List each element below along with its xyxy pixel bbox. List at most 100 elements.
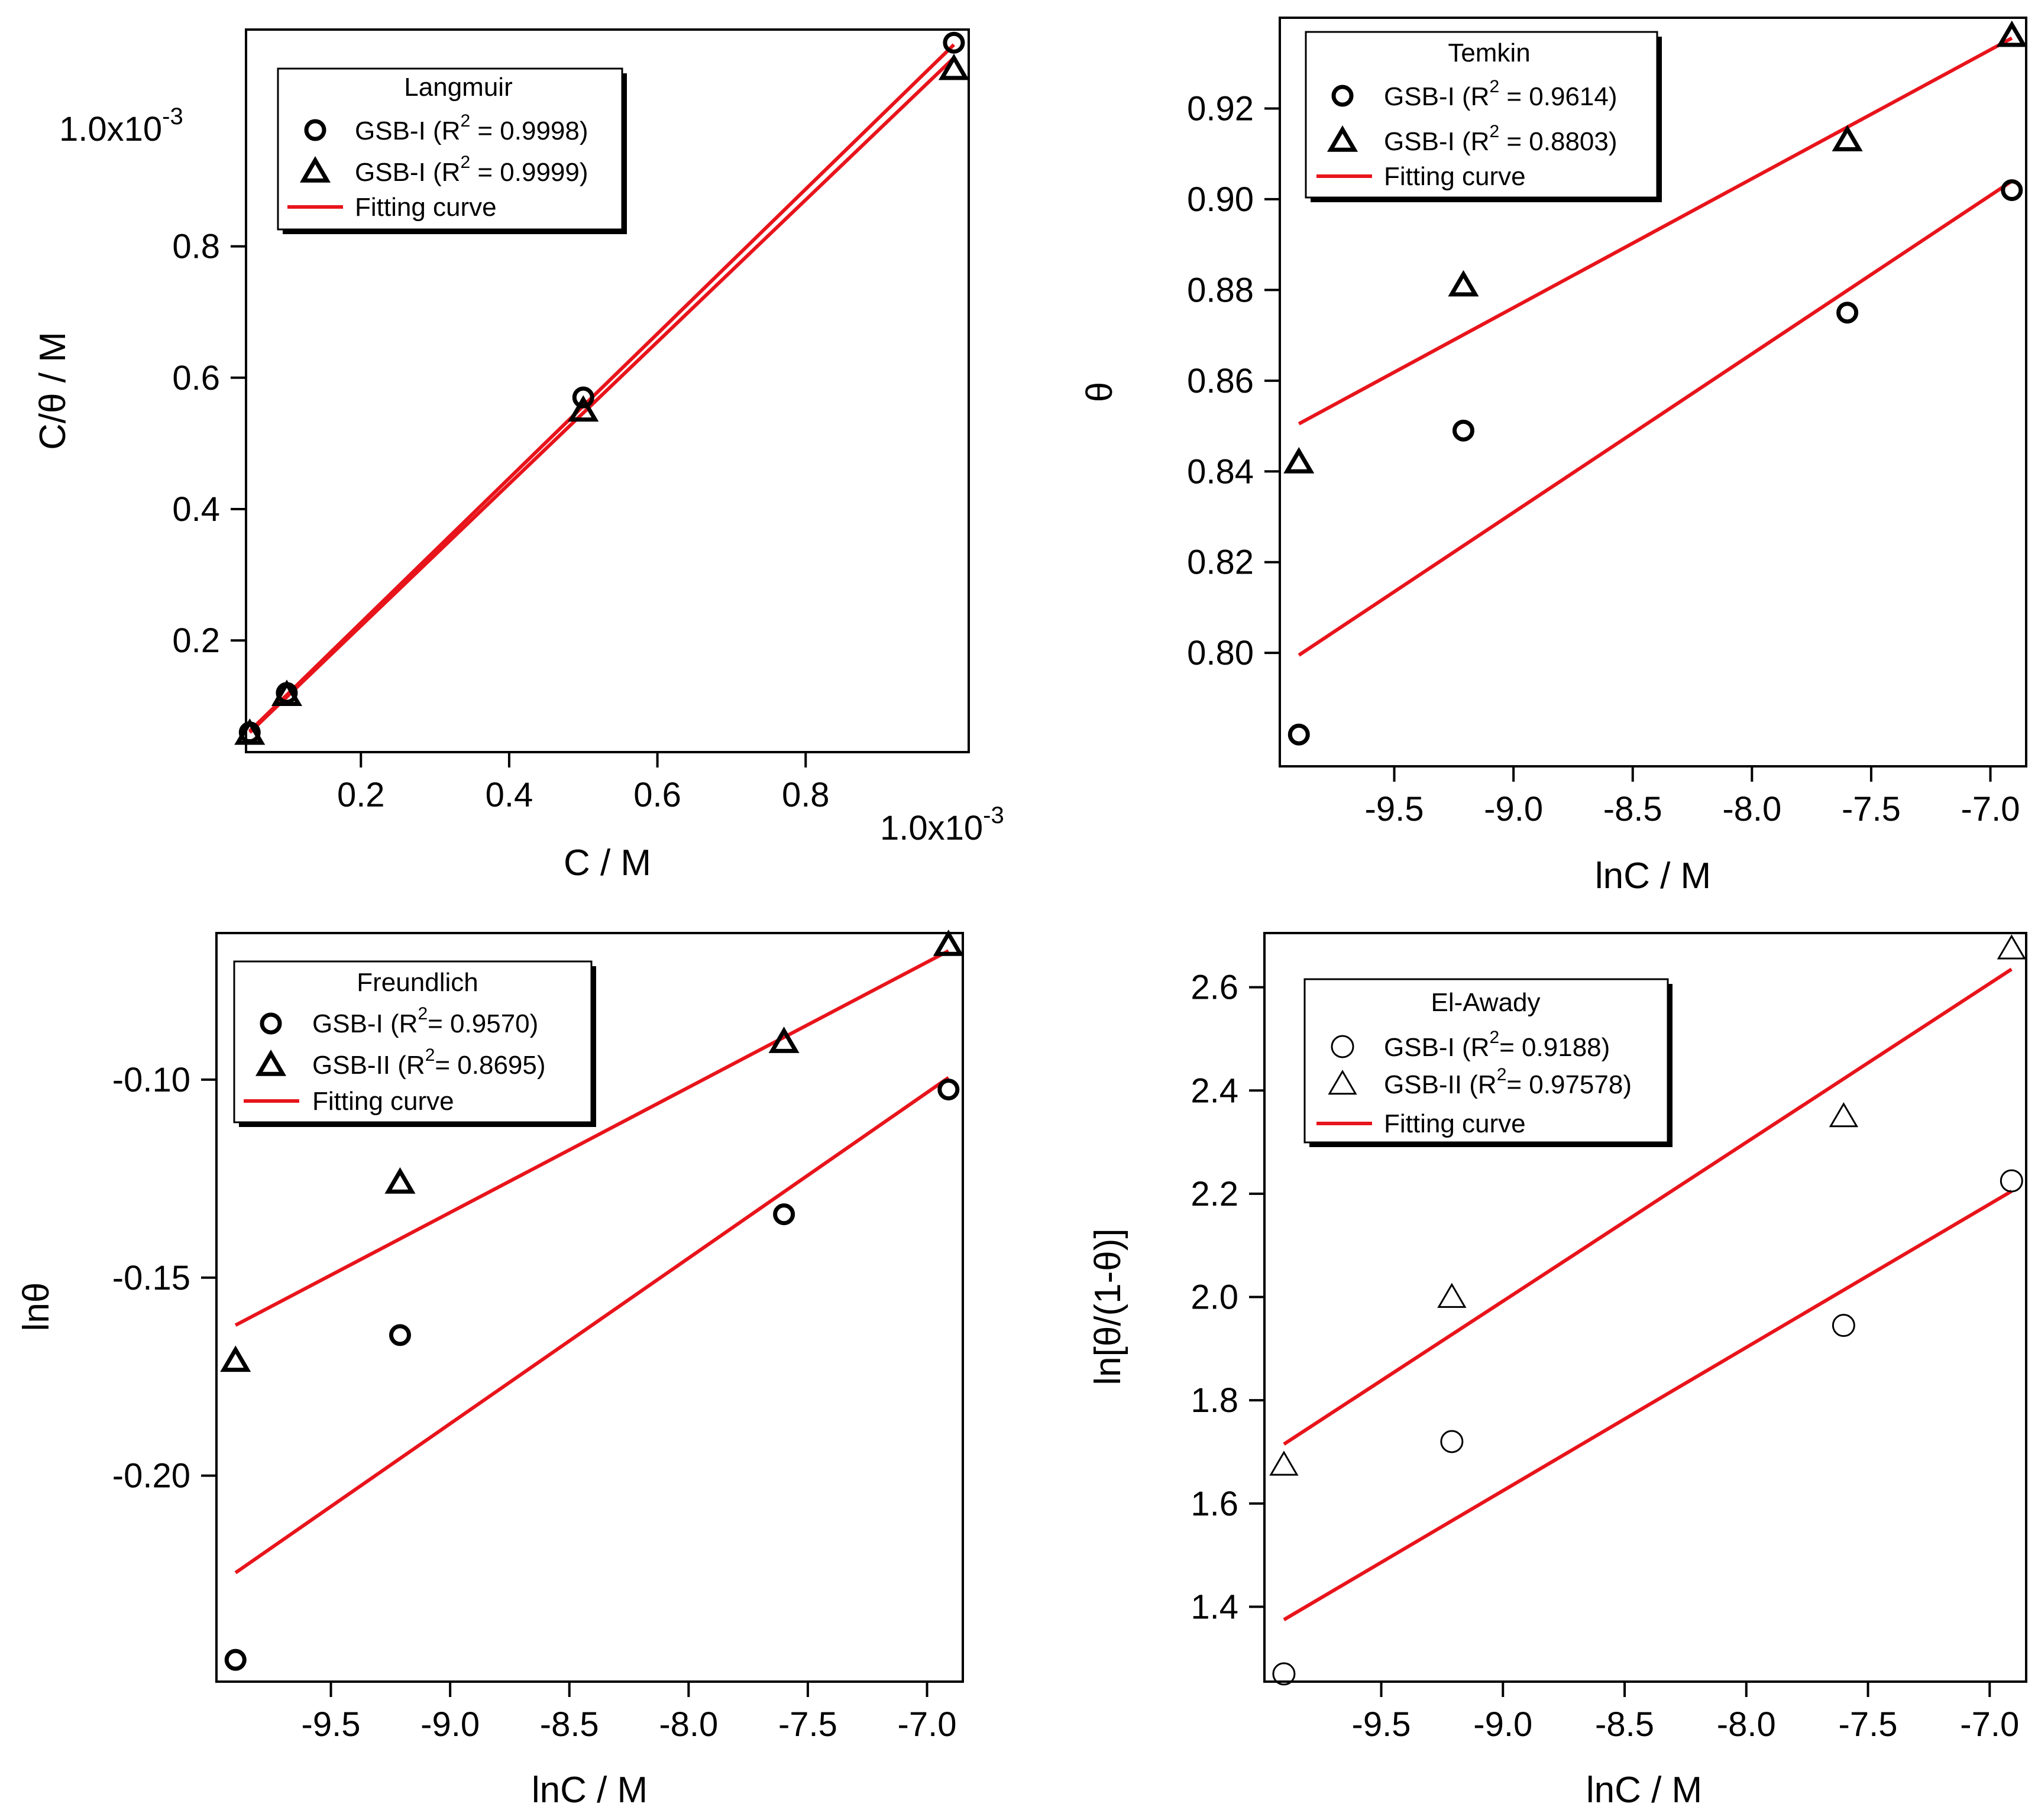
panel-el-awady: -9.5 -9.0 -8.5 -8.0 -7.5 -7.0 1.4 1.6 1.8 2.0 2.2… [1088, 932, 2027, 1811]
fit-line-gsb-i-circle-thin [1283, 1189, 2013, 1621]
legend-marker-circle [1331, 1035, 1354, 1058]
data-point-triangle [384, 1167, 416, 1194]
data-point-circle [937, 1079, 960, 1101]
x-tick-label: 0.4 [486, 776, 533, 814]
data-point-triangle [1997, 934, 2026, 960]
fit-line-gsb-i-circle [234, 1076, 950, 1575]
y-tick-label: 1.4 [1191, 1588, 1238, 1626]
legend-entry-suffix: = 0.97578) [1506, 1070, 1632, 1099]
plot-frame [1263, 932, 2027, 1683]
x-tick-label: -7.5 [1839, 1705, 1898, 1744]
legend-symbol-circle [304, 119, 326, 141]
legend-entry-gsb-i-circle: GSB-I (R2 = 0.9998) [355, 111, 588, 145]
legend-title: Freundlich [357, 968, 478, 997]
legend-entry-fitting-curve: Fitting curve [1384, 162, 1526, 191]
fit-line-gsb-i-triangle [1298, 36, 2013, 426]
x-tick-label: -9.5 [1365, 790, 1424, 828]
legend-entry-sup: 2 [460, 153, 470, 172]
data-markers [1283, 20, 2027, 746]
y-tick-label: 1.6 [1191, 1485, 1238, 1523]
y-tick-label: 0.88 [1187, 271, 1254, 309]
legend-marker-triangle [255, 1050, 287, 1076]
x-tick-label: -9.0 [1484, 790, 1543, 828]
y-axis-ticks: -0.20 -0.15 -0.10 [112, 1061, 216, 1495]
y-exponent-sup: -3 [162, 103, 183, 129]
y-axis-label: lnθ [16, 1283, 57, 1332]
y-tick-label: -0.20 [112, 1457, 190, 1495]
legend-symbol-triangle [299, 156, 331, 183]
panel-freundlich: -9.5 -9.0 -8.5 -8.0 -7.5 -7.0 -0.20 -0.15 -0.10… [16, 930, 964, 1811]
legend-box [277, 67, 623, 231]
data-point-circle [773, 1203, 795, 1226]
y-tick-label: 2.0 [1191, 1278, 1238, 1317]
data-point-triangle [234, 718, 266, 745]
legend-marker-circle [304, 119, 326, 141]
data-point-triangle [1832, 125, 1863, 151]
x-axis-label: lnC / M [1586, 1770, 1702, 1811]
data-point-circle [1288, 723, 1310, 746]
data-point-triangle [1283, 446, 1315, 474]
legend-symbol-triangle [1328, 1070, 1357, 1095]
y-tick-label: 0.82 [1187, 543, 1254, 582]
legend-entry-gsb-i-triangle: GSB-I (R2 = 0.9999) [355, 153, 588, 187]
legend-entry-fitting-curve: Fitting curve [355, 193, 497, 222]
legend-entry-gsb-i: GSB-I (R2= 0.9570) [312, 1004, 538, 1038]
legend-marker-circle [1331, 85, 1354, 107]
x-axis-ticks: -9.5 -9.0 -8.5 -8.0 -7.5 -7.0 [1365, 766, 2020, 828]
legend-symbol-circle [1331, 1035, 1354, 1058]
data-point-circle [1832, 1314, 1855, 1338]
legend-entry-suffix: = 0.8695) [435, 1051, 545, 1080]
x-tick-label: -7.5 [1842, 790, 1901, 828]
fit-lines [234, 949, 950, 1575]
legend-entry-prefix: GSB-I (R [1384, 127, 1489, 156]
x-tick-label: 0.6 [633, 776, 681, 814]
data-point-circle [943, 31, 965, 54]
x-tick-label: -7.0 [1960, 1705, 2019, 1744]
data-markers [220, 930, 964, 1671]
x-tick-label: -8.0 [1717, 1705, 1776, 1744]
legend-entry-gsb-i-circle: GSB-I (R2 = 0.9614) [1384, 77, 1618, 111]
fit-line-gsb-i-triangle [248, 56, 956, 734]
y-tick-label: 2.2 [1191, 1175, 1238, 1213]
legend-title: Langmuir [404, 73, 512, 102]
legend-entry-sup: 2 [1489, 77, 1499, 96]
x-exponent-sup: -3 [983, 802, 1004, 828]
data-markers [234, 31, 969, 745]
data-point-triangle [568, 395, 599, 422]
y-tick-label: 0.80 [1187, 634, 1254, 672]
data-point-triangle [1269, 1450, 1299, 1476]
x-tick-label: -8.0 [1722, 790, 1781, 828]
y-tick-label: 0.84 [1187, 452, 1254, 491]
data-point-triangle [220, 1345, 251, 1372]
x-tick-label: -9.0 [1473, 1705, 1532, 1744]
legend-symbol-circle [260, 1012, 282, 1035]
panel-langmuir: 0.2 0.4 0.6 0.8 0.20.40.60.8 1.0x10-3 1.0x1… [33, 28, 1004, 883]
x-tick-label: -8.5 [1603, 790, 1662, 828]
data-point-triangle [938, 53, 969, 80]
legend-entry-gsb-ii: GSB-II (R2= 0.97578) [1384, 1065, 1632, 1099]
data-point-circle [1272, 1662, 1296, 1686]
legend-entry-gsb-i: GSB-I (R2= 0.9188) [1384, 1028, 1610, 1062]
panel-temkin: -9.5 -9.0 -8.5 -8.0 -7.5 -7.0 0.800.820.840.8… [1079, 17, 2027, 896]
legend: Temkin GSB-I (R2 = 0.9614) GSB-I (R2 = 0… [1305, 31, 1662, 202]
y-exponent-base: 1.0x10 [59, 110, 162, 148]
legend-title: Temkin [1448, 38, 1530, 67]
legend-entry-sup: 2 [460, 111, 470, 131]
y-tick-label: 0.90 [1187, 180, 1254, 219]
x-axis-ticks: 0.2 0.4 0.6 0.8 [337, 752, 830, 814]
x-exponent-base: 1.0x10 [880, 809, 983, 847]
data-point-circle [2000, 1169, 2023, 1193]
legend-marker-triangle [299, 156, 331, 183]
legend-symbol-triangle [1327, 125, 1358, 152]
x-tick-label: -7.5 [778, 1705, 837, 1744]
legend-symbol-circle [1331, 85, 1354, 107]
legend-entry-prefix: GSB-II (R [1384, 1070, 1497, 1099]
y-axis-label: ln[θ/(1-θ)] [1088, 1228, 1128, 1385]
fit-lines [1298, 36, 2013, 657]
legend-title: El-Awady [1431, 988, 1540, 1017]
data-point-circle [1836, 302, 1859, 324]
legend-box [1303, 978, 1669, 1144]
x-tick-label: -8.5 [1595, 1705, 1654, 1744]
plot-frame [215, 932, 964, 1683]
